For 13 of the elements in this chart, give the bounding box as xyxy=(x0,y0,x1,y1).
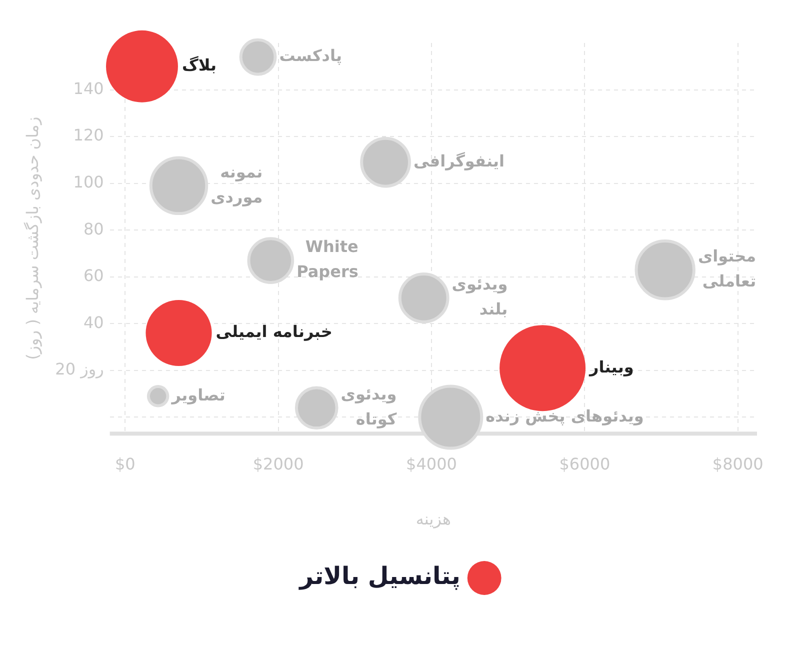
annotation: وبینار xyxy=(588,357,634,376)
annotation: محتوای تعاملی xyxy=(698,246,756,291)
annotation: تصاویر xyxy=(170,385,226,404)
annotation: ویدئوی بلند xyxy=(452,274,508,319)
annotation: اینفوگرافی xyxy=(413,151,504,170)
annotation: بلاگ xyxy=(182,56,217,75)
annotation: White Papers xyxy=(296,237,359,282)
annotation: خبرنامه ایمیلی xyxy=(216,322,332,342)
legend-label: پتانسیل بالاتر xyxy=(298,562,460,590)
annotation: ویدئوهای پخش زنده xyxy=(486,406,644,426)
annotation: ویدئوی کوتاه xyxy=(340,384,398,429)
annotation: پادکست xyxy=(279,46,342,66)
annotation: نمونه موردی xyxy=(210,162,263,206)
